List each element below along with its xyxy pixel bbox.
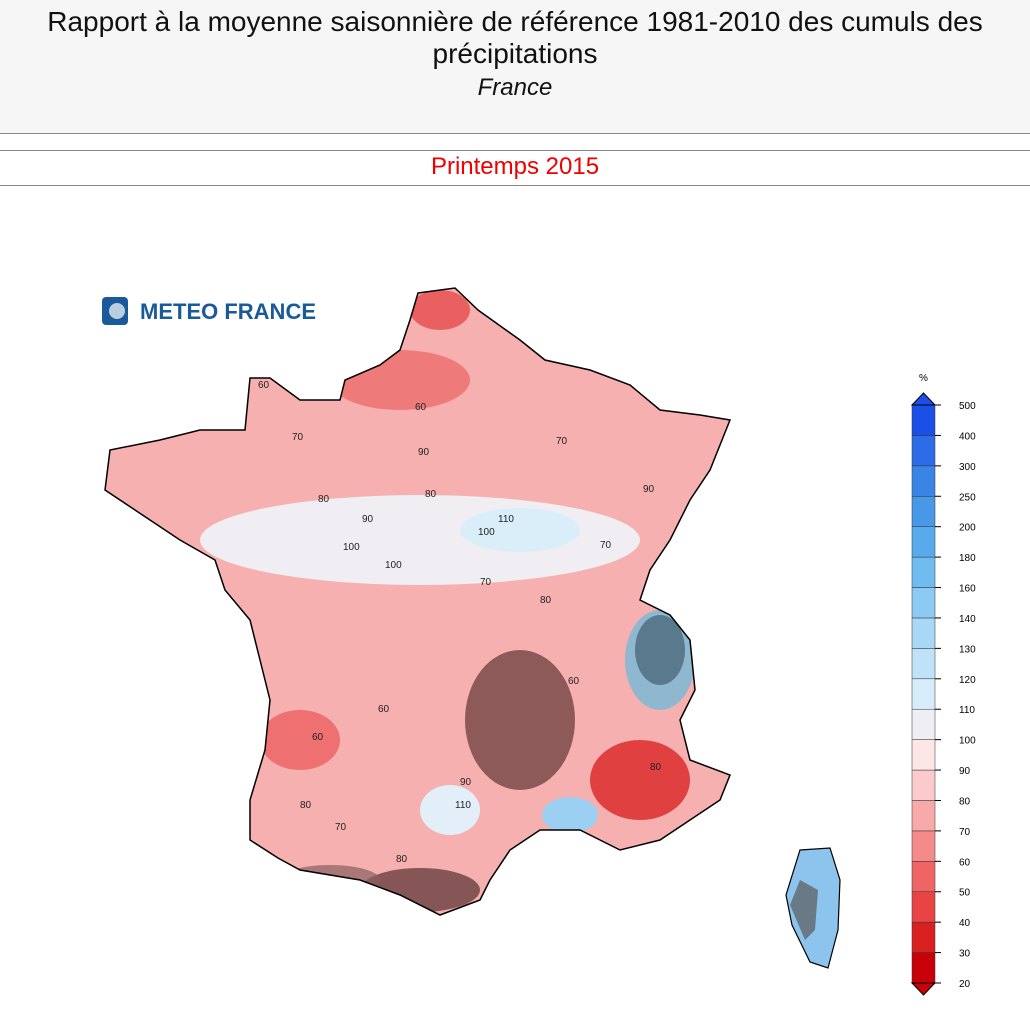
legend-tick-label: 40: [959, 918, 971, 929]
legend-swatch: [911, 465, 936, 497]
legend-swatch: [911, 526, 936, 558]
contour-label: 70: [335, 822, 347, 833]
subtitle: France: [477, 74, 553, 101]
contour-label: 60: [312, 732, 324, 743]
contour-label: 70: [480, 577, 492, 588]
legend-swatch: [911, 952, 936, 984]
legend-tick-label: 100: [959, 736, 976, 747]
legend-unit: %: [919, 373, 928, 384]
legend-tick-label: 90: [959, 766, 971, 777]
logo-text: METEO FRANCE: [140, 299, 316, 324]
france-map: [105, 288, 730, 915]
legend-swatch: [911, 891, 936, 923]
legend-tick-label: 120: [959, 675, 976, 686]
legend-swatch: [911, 648, 936, 680]
period: Printemps 2015: [0, 150, 1030, 186]
legend-swatch: [911, 587, 936, 619]
contour-label: 60: [568, 676, 580, 687]
legend-tick-label: 110: [959, 705, 975, 716]
legend-swatch: [911, 708, 936, 740]
legend-tick-label: 20: [959, 979, 971, 990]
contour-label: 80: [540, 595, 552, 606]
legend-tick-label: 30: [959, 949, 971, 960]
contour-labels: 6070608090708010090100110100708070609060…: [258, 380, 662, 865]
legend-tick-label: 200: [959, 523, 976, 534]
contour-label: 70: [600, 540, 612, 551]
contour-label: 100: [478, 527, 495, 538]
legend-swatch: [911, 496, 936, 527]
contour-label: 80: [300, 800, 312, 811]
contour-label: 60: [378, 704, 390, 715]
legend-tick-label: 180: [959, 553, 976, 564]
contour-label: 60: [258, 380, 270, 391]
header: Rapport à la moyenne saisonnière de réfé…: [0, 0, 1030, 134]
legend-swatch: [911, 678, 936, 710]
contour-label: 70: [556, 436, 568, 447]
contour-label: 90: [418, 447, 430, 458]
legend: % 20 30 40 50 60 70 80 90 100 110 120 130 140 160 180 20…: [910, 373, 976, 996]
legend-swatch: [911, 769, 936, 801]
legend-tick-label: 130: [959, 644, 976, 655]
contour-label: 80: [425, 489, 437, 500]
contour-label: 90: [643, 484, 655, 495]
contour-label: 90: [362, 514, 374, 525]
legend-arrow: [910, 392, 937, 406]
legend-arrow: [910, 982, 937, 996]
contour-label: 100: [385, 560, 402, 571]
legend-tick-label: 300: [959, 462, 976, 473]
legend-swatch: [911, 921, 936, 953]
contour-label: 80: [318, 494, 330, 505]
legend-swatch: [911, 830, 936, 862]
contour-label: 80: [396, 854, 408, 865]
contour-label: 80: [650, 762, 662, 773]
contour-label: 70: [292, 432, 304, 443]
legend-tick-label: 160: [959, 584, 976, 595]
contour-label: 100: [343, 542, 360, 553]
legend-tick-label: 80: [959, 796, 971, 807]
legend-tick-label: 140: [959, 614, 976, 625]
legend-tick-label: 400: [959, 431, 976, 442]
contour-label: 110: [455, 800, 471, 811]
legend-swatch: [911, 404, 936, 436]
contour-label: 90: [460, 777, 472, 788]
title: Rapport à la moyenne saisonnière de réfé…: [47, 6, 983, 69]
legend-tick-label: 60: [959, 857, 971, 868]
legend-tick-label: 50: [959, 888, 971, 899]
legend-swatch: [911, 435, 936, 467]
legend-swatch: [911, 556, 936, 588]
legend-tick-label: 500: [959, 401, 976, 412]
legend-swatch: [911, 861, 936, 892]
legend-tick-label: 70: [959, 827, 971, 838]
legend-swatch: [911, 800, 936, 832]
contour-label: 60: [415, 402, 427, 413]
contour-label: 110: [498, 514, 514, 525]
legend-swatch: [911, 617, 936, 649]
legend-tick-label: 250: [959, 492, 976, 503]
legend-swatch: [911, 739, 936, 771]
